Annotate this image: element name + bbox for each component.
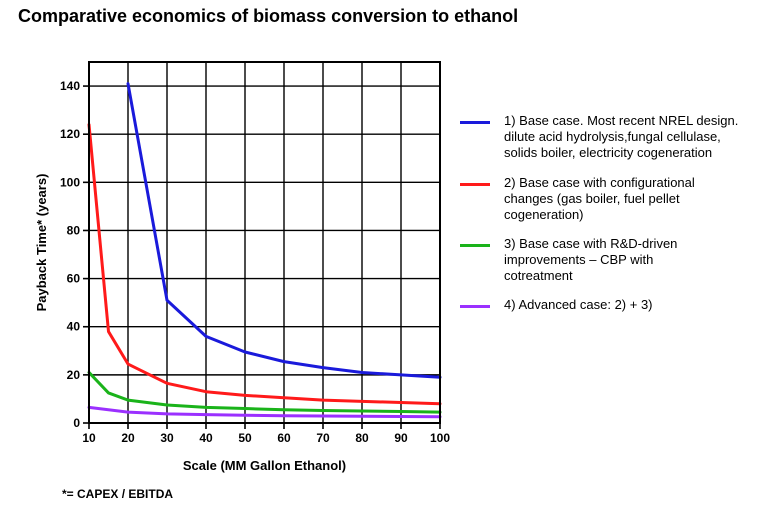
legend-item-2: 2) Base case with configurational change… <box>460 175 758 223</box>
x-tick-label-6: 70 <box>316 431 330 445</box>
y-tick-label-1: 20 <box>67 368 81 382</box>
y-tick-label-7: 140 <box>60 79 80 93</box>
x-axis-label: Scale (MM Gallon Ethanol) <box>183 458 346 473</box>
x-tick-label-4: 50 <box>238 431 252 445</box>
footnote: *= CAPEX / EBITDA <box>62 487 174 501</box>
legend-swatch-4 <box>460 305 490 308</box>
chart-series-lines <box>87 82 442 419</box>
y-tick-label-2: 40 <box>67 320 81 334</box>
legend-swatch-2 <box>460 183 490 186</box>
series-line-2 <box>87 123 442 406</box>
x-tick-label-7: 80 <box>355 431 369 445</box>
legend-item-4: 4) Advanced case: 2) + 3) <box>460 297 758 313</box>
legend-label-2: 2) Base case with configurational change… <box>504 175 695 222</box>
y-tick-label-3: 60 <box>67 272 81 286</box>
series-line-1 <box>126 82 442 379</box>
series-line-4 <box>87 405 442 419</box>
legend-item-1: 1) Base case. Most recent NREL design. d… <box>460 113 758 161</box>
y-tick-label-0: 0 <box>73 416 80 430</box>
plot-frame <box>88 61 441 424</box>
x-tick-label-9: 100 <box>430 431 450 445</box>
x-tick-label-5: 60 <box>277 431 291 445</box>
chart-grid <box>88 62 441 424</box>
x-tick-label-2: 30 <box>160 431 174 445</box>
legend-swatch-3 <box>460 244 490 247</box>
x-tick-label-8: 90 <box>394 431 408 445</box>
y-tick-label-4: 80 <box>67 223 81 237</box>
page-title: Comparative economics of biomass convers… <box>18 6 519 26</box>
x-tick-label-0: 10 <box>82 431 96 445</box>
legend-item-3: 3) Base case with R&D-driven improvement… <box>460 236 758 284</box>
y-tick-label-5: 100 <box>60 175 80 189</box>
series-line-3 <box>87 370 442 414</box>
legend-label-1: 1) Base case. Most recent NREL design. d… <box>504 113 739 160</box>
x-tick-label-3: 40 <box>199 431 213 445</box>
x-tick-label-1: 20 <box>121 431 135 445</box>
y-axis-label: Payback Time* (years) <box>34 174 49 312</box>
legend-label-4: 4) Advanced case: 2) + 3) <box>504 297 653 312</box>
legend-swatch-1 <box>460 121 490 124</box>
chart-ticks: 10 20 30 40 50 60 70 80 90 100 0 20 40 60 80 100 120 140 <box>60 79 450 445</box>
y-tick-label-6: 120 <box>60 127 80 141</box>
legend-label-3: 3) Base case with R&D-driven improvement… <box>504 236 678 283</box>
